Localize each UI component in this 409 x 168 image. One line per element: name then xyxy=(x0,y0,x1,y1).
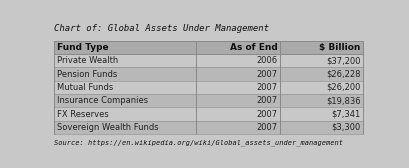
Text: $19,836: $19,836 xyxy=(326,96,361,105)
Text: $26,228: $26,228 xyxy=(326,70,361,79)
Bar xyxy=(54,94,363,107)
Text: 2007: 2007 xyxy=(256,110,277,119)
Bar xyxy=(54,107,363,121)
Text: Mutual Funds: Mutual Funds xyxy=(57,83,113,92)
Text: Private Wealth: Private Wealth xyxy=(57,56,118,65)
Text: 2006: 2006 xyxy=(256,56,277,65)
Text: 2007: 2007 xyxy=(256,123,277,132)
Bar xyxy=(54,121,363,134)
Text: $3,300: $3,300 xyxy=(332,123,361,132)
Text: $7,341: $7,341 xyxy=(332,110,361,119)
Bar xyxy=(54,41,363,54)
Text: Fund Type: Fund Type xyxy=(57,43,108,52)
Bar xyxy=(54,81,363,94)
Text: 2007: 2007 xyxy=(256,83,277,92)
Text: $37,200: $37,200 xyxy=(326,56,361,65)
Bar xyxy=(54,68,363,81)
Text: FX Reserves: FX Reserves xyxy=(57,110,108,119)
Text: 2007: 2007 xyxy=(256,96,277,105)
Text: Source: https://en.wikipedia.org/wiki/Global_assets_under_management: Source: https://en.wikipedia.org/wiki/Gl… xyxy=(54,139,343,146)
Text: Insurance Companies: Insurance Companies xyxy=(57,96,148,105)
Text: Chart of: Global Assets Under Management: Chart of: Global Assets Under Management xyxy=(54,24,269,33)
Text: $26,200: $26,200 xyxy=(326,83,361,92)
Text: $ Billion: $ Billion xyxy=(319,43,361,52)
Text: Pension Funds: Pension Funds xyxy=(57,70,117,79)
Text: 2007: 2007 xyxy=(256,70,277,79)
Text: As of End: As of End xyxy=(229,43,277,52)
Bar xyxy=(54,54,363,68)
Text: Sovereign Wealth Funds: Sovereign Wealth Funds xyxy=(57,123,158,132)
